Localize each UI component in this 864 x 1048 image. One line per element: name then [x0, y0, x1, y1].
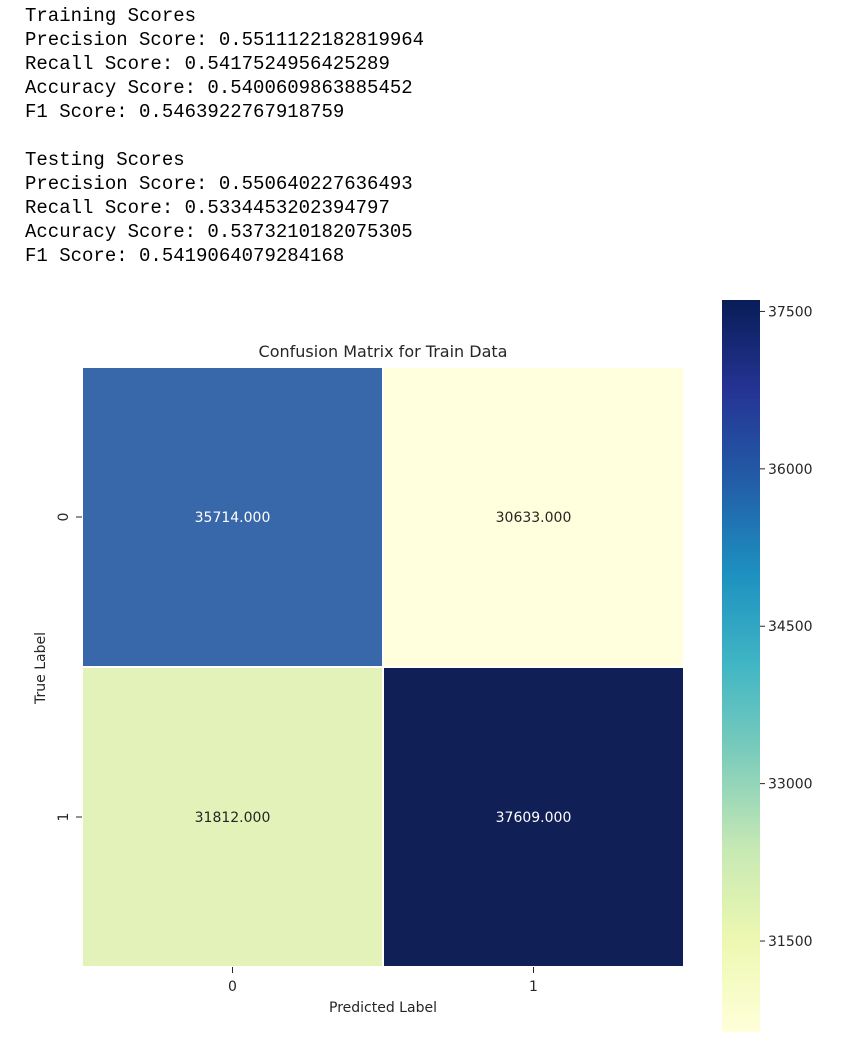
training-f1-score: F1 Score: 0.5463922767918759 — [25, 101, 345, 123]
cell-output-text: Training Scores Precision Score: 0.551112… — [25, 4, 424, 268]
chart-title: Confusion Matrix for Train Data — [259, 342, 508, 361]
x-tick-label: 1 — [529, 979, 538, 995]
cell-annotation-0-0: 35714.000 — [195, 510, 271, 526]
heatmap-cell-0-0 — [81, 366, 384, 668]
y-tick-label: 0 — [56, 513, 72, 522]
testing-precision-score: Precision Score: 0.550640227636493 — [25, 173, 413, 195]
x-axis-label: Predicted Label — [329, 1000, 437, 1016]
heatmap-cell-1-0 — [81, 666, 384, 968]
testing-recall-score: Recall Score: 0.5334453202394797 — [25, 197, 390, 219]
colorbar-tick-label: 33000 — [768, 777, 813, 793]
y-axis-label: True Label — [33, 632, 49, 705]
colorbar-ticks: 31500 33000 34500 36000 37500 — [760, 304, 813, 950]
colorbar-tick-label: 31500 — [768, 934, 813, 950]
testing-scores-header: Testing Scores — [25, 149, 185, 171]
training-accuracy-score: Accuracy Score: 0.5400609863885452 — [25, 77, 413, 99]
training-scores-header: Training Scores — [25, 5, 197, 27]
heatmap-cells: 35714.000 30633.000 31812.000 37609.000 — [81, 366, 685, 968]
cell-annotation-1-1: 37609.000 — [496, 810, 572, 826]
training-recall-score: Recall Score: 0.5417524956425289 — [25, 53, 390, 75]
colorbar-tick-label: 37500 — [768, 304, 813, 320]
cell-annotation-0-1: 30633.000 — [496, 510, 572, 526]
y-tick-label: 1 — [56, 813, 72, 822]
heatmap-cell-1-1 — [382, 666, 685, 968]
training-precision-score: Precision Score: 0.5511122182819964 — [25, 29, 425, 51]
y-axis: 01 — [56, 513, 82, 822]
colorbar — [722, 300, 760, 1032]
x-tick-label: 0 — [228, 979, 237, 995]
testing-accuracy-score: Accuracy Score: 0.5373210182075305 — [25, 221, 413, 243]
colorbar-tick-label: 36000 — [768, 462, 813, 478]
cell-annotation-1-0: 31812.000 — [195, 810, 271, 826]
heatmap-cell-0-1 — [382, 366, 685, 668]
colorbar-tick-label: 34500 — [768, 619, 813, 635]
testing-f1-score: F1 Score: 0.5419064079284168 — [25, 245, 345, 267]
